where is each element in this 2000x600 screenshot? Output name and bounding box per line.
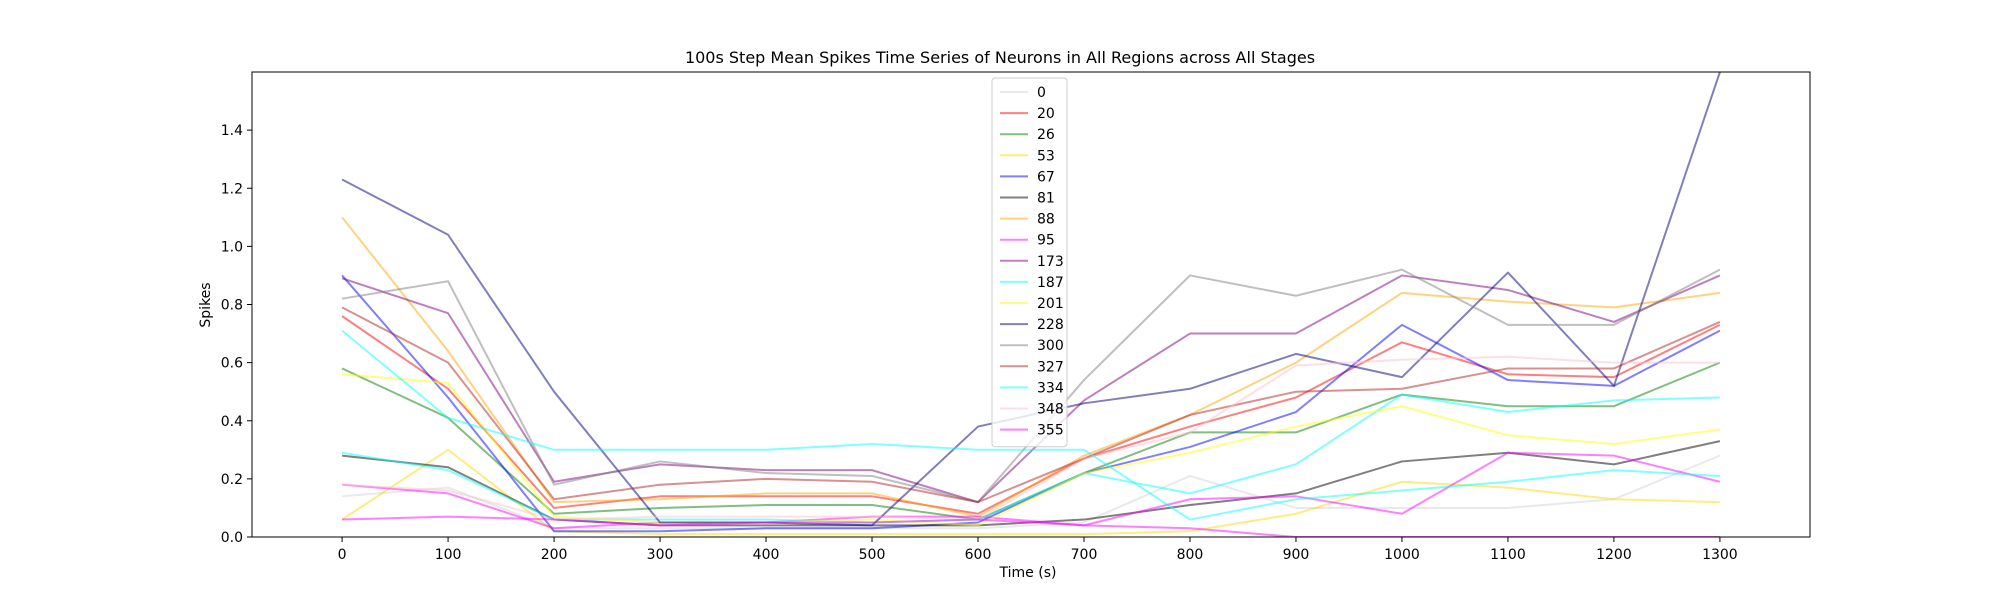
legend-label: 67 bbox=[1037, 169, 1055, 185]
x-tick-label: 1100 bbox=[1490, 547, 1526, 563]
series-line-327 bbox=[341, 306, 1721, 504]
legend-label: 228 bbox=[1037, 317, 1064, 333]
x-tick-label: 500 bbox=[859, 547, 886, 563]
y-tick-label: 1.0 bbox=[221, 239, 243, 255]
legend-label: 20 bbox=[1037, 106, 1055, 122]
x-tick-label: 100 bbox=[435, 547, 462, 563]
y-tick-label: 0.4 bbox=[221, 414, 243, 430]
legend-label: 300 bbox=[1037, 338, 1064, 354]
x-tick-label: 600 bbox=[965, 547, 992, 563]
legend-label: 88 bbox=[1037, 212, 1055, 228]
legend-label: 201 bbox=[1037, 296, 1064, 312]
legend-label: 327 bbox=[1037, 359, 1064, 375]
x-tick-label: 1300 bbox=[1702, 547, 1738, 563]
legend-label: 95 bbox=[1037, 233, 1055, 249]
y-tick-label: 1.2 bbox=[221, 181, 243, 197]
x-tick-label: 300 bbox=[647, 547, 674, 563]
x-tick-label: 1200 bbox=[1596, 547, 1632, 563]
legend-label: 53 bbox=[1037, 148, 1055, 164]
x-tick-label: 800 bbox=[1177, 547, 1204, 563]
legend-label: 355 bbox=[1037, 423, 1064, 439]
legend-label: 334 bbox=[1037, 380, 1064, 396]
chart-title: 100s Step Mean Spikes Time Series of Neu… bbox=[685, 48, 1315, 67]
axes-layer: 0 100 200 300 400 500 600 700 800 900 1000 1100 1200… bbox=[221, 71, 1811, 563]
series-line-355 bbox=[342, 515, 1720, 537]
legend: 0 20 26 53 67 81 88 95 173 187 201 228 300 327 334 348 3… bbox=[991, 77, 1068, 448]
legend-box bbox=[991, 77, 1068, 448]
y-tick-label: 0.2 bbox=[221, 472, 243, 488]
series-line-348 bbox=[342, 355, 1720, 521]
y-tick-label: 0.8 bbox=[221, 298, 243, 314]
y-tick-label: 0.6 bbox=[221, 356, 243, 372]
y-tick-label: 0.0 bbox=[221, 530, 243, 546]
legend-label: 26 bbox=[1037, 127, 1055, 143]
series-line-201 bbox=[342, 373, 1721, 527]
x-tick-label: 200 bbox=[541, 547, 568, 563]
x-axis-label: Time (s) bbox=[999, 565, 1057, 581]
legend-label: 348 bbox=[1037, 402, 1064, 418]
series-line-88 bbox=[341, 216, 1721, 518]
series-line-334 bbox=[341, 329, 1720, 521]
legend-label: 187 bbox=[1037, 275, 1064, 291]
series-line-95 bbox=[342, 451, 1721, 530]
y-tick-label: 1.4 bbox=[221, 123, 243, 139]
x-tick-label: 0 bbox=[338, 547, 347, 563]
y-axis-label: Spikes bbox=[198, 282, 214, 327]
x-tick-label: 700 bbox=[1071, 547, 1098, 563]
x-tick-label: 900 bbox=[1283, 547, 1310, 563]
legend-label: 0 bbox=[1037, 85, 1046, 101]
legend-label: 81 bbox=[1037, 191, 1055, 207]
x-tick-label: 1000 bbox=[1384, 547, 1420, 563]
series-line-173 bbox=[341, 274, 1721, 504]
legend-label: 173 bbox=[1037, 254, 1064, 270]
x-tick-label: 400 bbox=[753, 547, 780, 563]
